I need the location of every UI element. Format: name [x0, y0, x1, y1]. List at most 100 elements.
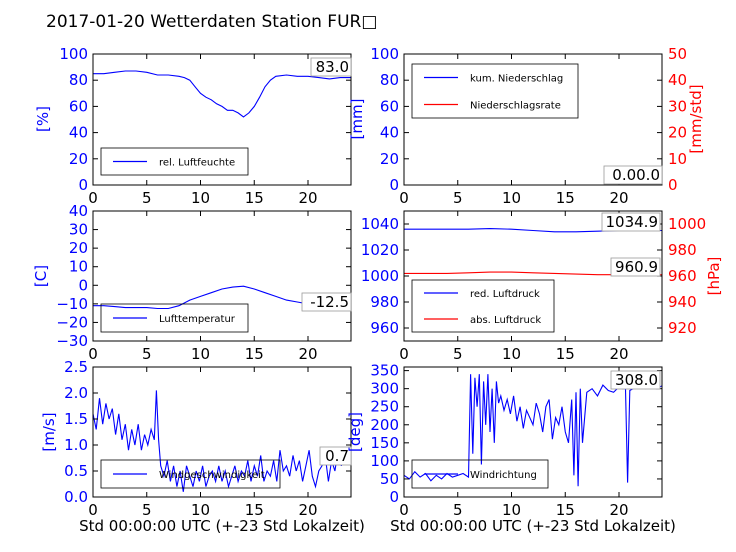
legend-label: Windrichtung	[470, 470, 537, 481]
series-line-windspeed-0	[93, 390, 351, 492]
annotation-box	[601, 212, 661, 232]
y-tick-label: 200	[370, 416, 399, 434]
x-tick-label: 10	[502, 345, 521, 363]
y-tick-label: 80	[69, 71, 88, 89]
x-tick-label: 15	[245, 501, 264, 519]
y-tick-label: 20	[380, 150, 399, 168]
y-tick-label-right: 960	[668, 267, 697, 285]
y-axis-label: [C]	[32, 265, 50, 287]
y-tick-label-right: 40	[668, 71, 687, 89]
y-tick-label: 0.5	[64, 462, 88, 480]
panel-precipitation: 0 5 10 15 20 0 20 40 60 80 100 0 10 20 30 40 50 [mm] [mm/s…	[348, 45, 705, 207]
y-tick-label: 0	[389, 488, 399, 506]
legend-box	[100, 147, 249, 176]
value-annotation: 0.7	[325, 447, 349, 465]
y-tick-label: −30	[56, 332, 88, 350]
panel-temperature: 0 5 10 15 20−30−20−10010203040[C]-12.5Luftte…	[32, 202, 352, 363]
y-tick-label: 20	[69, 150, 88, 168]
y-tick-label: 0.0	[64, 488, 88, 506]
y-tick-label-right: 30	[668, 97, 687, 115]
legend-label: rel. Luftfeuchte	[159, 158, 235, 169]
axes-frame	[92, 366, 352, 498]
axes-frame	[403, 53, 663, 186]
y-tick-label: 10	[69, 258, 88, 276]
y-tick-label: 1020	[361, 241, 399, 259]
legend-box	[411, 459, 549, 489]
panel-winddirection: 0 5 10 15 20050100150200250300350[deg]308.0W…	[346, 362, 663, 519]
y-tick-label: 0	[389, 176, 399, 194]
x-tick-label: 20	[298, 189, 317, 207]
annotation-box	[603, 165, 663, 185]
legend-label: abs. Luftdruck	[470, 315, 541, 326]
x-tick-label: 10	[502, 501, 521, 519]
legend-label: Windgeschwindigkeit	[159, 470, 265, 481]
legend-label: red. Luftdruck	[470, 289, 540, 300]
x-axis-label-left: Std 00:00:00 UTC (+-23 Std Lokalzeit)	[79, 517, 365, 535]
x-tick-label: 15	[556, 189, 575, 207]
y-tick-label-right: 0	[668, 176, 678, 194]
figure-title: 2017-01-20 Wetterdaten Station FUR□	[46, 12, 377, 32]
x-tick-label: 10	[191, 189, 210, 207]
x-tick-label: 20	[609, 189, 628, 207]
annotation-box	[319, 446, 352, 466]
x-tick-label: 10	[502, 189, 521, 207]
axes-frame	[92, 53, 352, 186]
x-tick-label: 5	[453, 501, 463, 519]
x-tick-label: 15	[245, 345, 264, 363]
x-tick-label: 15	[556, 501, 575, 519]
x-tick-label: 5	[142, 345, 152, 363]
panel-windspeed: 0 5 10 15 20 0.0 0.5 1.0 1.5 2.0 2.5 [m/s] 0.7 Windge…	[40, 358, 352, 519]
y-tick-label: 980	[370, 293, 399, 311]
y-tick-label: 350	[370, 362, 399, 380]
y-axis-label: [m/s]	[40, 412, 58, 451]
y-tick-label: 250	[370, 398, 399, 416]
legend-label: kum. Niederschlag	[470, 74, 563, 85]
y-tick-label: 60	[69, 97, 88, 115]
y-tick-label: 20	[69, 239, 88, 257]
legend-label: Lufttemperatur	[159, 314, 236, 325]
x-tick-label: 20	[609, 345, 628, 363]
y-tick-label-right: 920	[668, 319, 697, 337]
panel-humidity: 0 5 10 15 20 0 20 40 60 80 100 [%] 83.0 rel. Luftfeuc…	[34, 45, 352, 207]
value-annotation: 83.0	[316, 58, 349, 76]
y-axis-label-right: [mm/std]	[687, 84, 705, 153]
x-tick-label: 5	[142, 501, 152, 519]
y-tick-label: 2.5	[64, 358, 88, 376]
y-tick-label: −20	[56, 313, 88, 331]
series-line-humidity-0	[93, 70, 351, 118]
x-tick-label: 5	[453, 345, 463, 363]
annotation-box	[610, 257, 661, 277]
x-tick-label: 10	[191, 501, 210, 519]
x-tick-label: 0	[399, 345, 409, 363]
y-axis-label-right: [hPa]	[705, 257, 723, 296]
value-annotation: 0.00.0	[612, 166, 660, 184]
series-line-winddirection-0	[404, 374, 662, 487]
y-tick-label: 30	[69, 221, 88, 239]
axes-frame	[403, 366, 663, 498]
y-tick-label: 1.5	[64, 410, 88, 428]
y-tick-label: 40	[380, 124, 399, 142]
x-tick-label: 0	[88, 501, 98, 519]
x-axis-label-right: Std 00:00:00 UTC (+-23 Std Lokalzeit)	[390, 517, 676, 535]
value-annotation: 308.0	[615, 371, 658, 389]
value-annotation: 1034.9	[606, 213, 659, 231]
x-tick-label: 0	[399, 189, 409, 207]
y-tick-label-right: 1000	[668, 215, 706, 233]
y-tick-label: 100	[59, 45, 88, 63]
y-tick-label-right: 940	[668, 293, 697, 311]
legend-box	[100, 303, 249, 333]
y-tick-label: 960	[370, 319, 399, 337]
x-tick-label: 0	[88, 189, 98, 207]
x-tick-label: 0	[399, 501, 409, 519]
x-tick-label: 5	[142, 189, 152, 207]
x-tick-label: 20	[298, 501, 317, 519]
y-axis-label: [%]	[34, 106, 52, 132]
x-tick-label: 20	[609, 501, 628, 519]
y-tick-label-right: 50	[668, 45, 687, 63]
y-tick-label: 300	[370, 380, 399, 398]
value-annotation: 960.9	[615, 258, 658, 276]
y-tick-label-right: 10	[668, 150, 687, 168]
y-tick-label: 50	[380, 470, 399, 488]
